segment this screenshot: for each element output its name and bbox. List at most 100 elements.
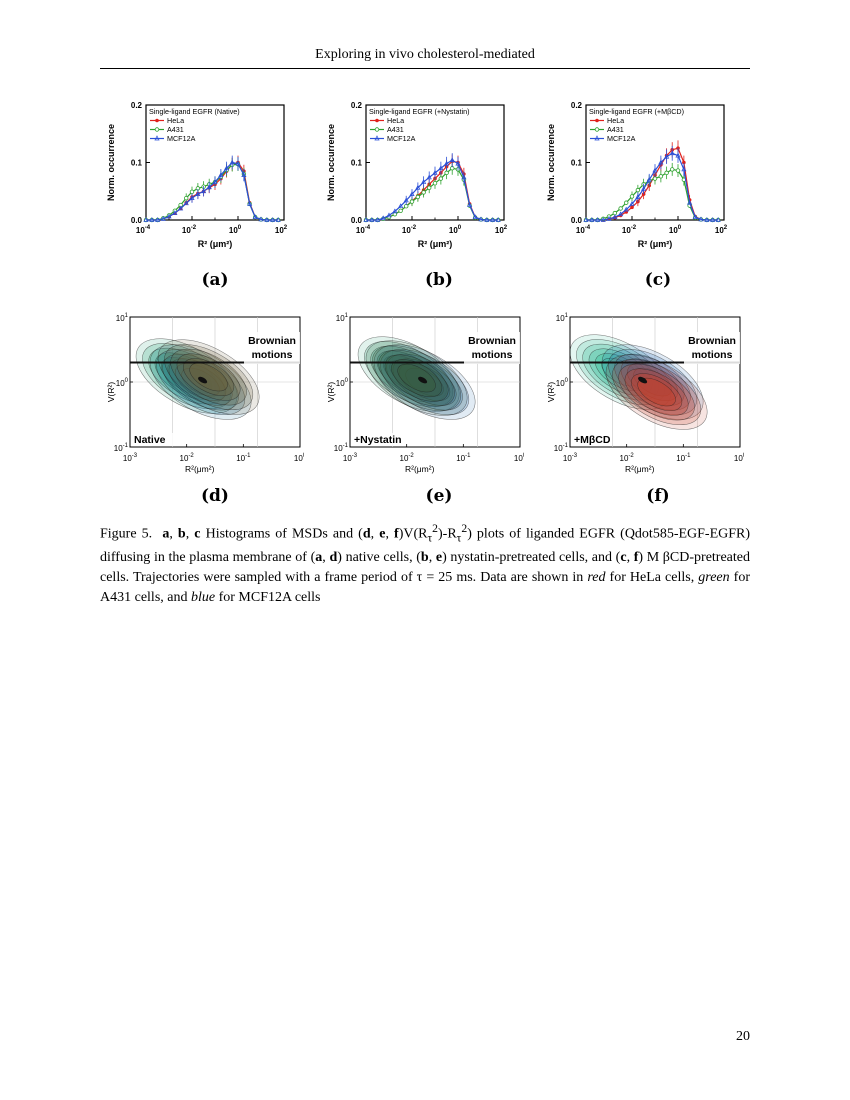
caption-text-2: )V(R <box>398 526 428 542</box>
data-point-mcf12a <box>490 217 496 222</box>
y-tick-label: 10-1 <box>334 443 349 453</box>
caption-green: green <box>698 570 730 586</box>
density-contour <box>157 339 260 415</box>
x-tick-label: 10-1 <box>236 453 251 463</box>
density-contour <box>365 340 468 416</box>
data-point-mcf12a <box>189 195 195 201</box>
y-tick-label: 0.0 <box>351 216 363 225</box>
y-tick-label: 100 <box>336 378 349 388</box>
data-point-mcf12a <box>241 172 247 178</box>
data-point-mcf12a <box>635 194 641 199</box>
x-tick-label: 10-2 <box>402 225 417 235</box>
caption-bold-d2: d <box>329 550 338 566</box>
density-contour <box>397 363 436 393</box>
data-point-mcf12a <box>392 208 398 214</box>
x-tick-label: 100 <box>669 225 682 235</box>
caption-bold-e2: e <box>435 550 443 566</box>
caption-bold-e: e <box>379 526 386 542</box>
data-point-mcf12a <box>704 217 710 222</box>
data-point-mcf12a <box>449 157 455 163</box>
data-point-mcf12a <box>589 217 595 222</box>
header-rule <box>100 68 750 69</box>
caption-text-7: for HeLa cells, <box>605 570 699 586</box>
data-point-mcf12a <box>715 217 721 222</box>
x-axis-label: R² (μm²) <box>198 239 233 249</box>
brownian-label-bg <box>244 332 300 364</box>
legend-marker <box>375 118 379 123</box>
caption-blue: blue <box>190 590 216 606</box>
x-axis-label: R²(μm²) <box>625 464 655 474</box>
x-tick-label: 10-2 <box>182 225 197 235</box>
caption-bold-b: b <box>177 526 186 542</box>
data-point-mcf12a <box>363 217 369 222</box>
legend-marker <box>155 118 159 123</box>
y-axis-label: V(R²) <box>546 382 556 402</box>
condition-label-bg <box>131 433 176 446</box>
x-tick-label: 10-2 <box>400 453 415 463</box>
data-point-mcf12a <box>403 197 409 203</box>
data-point-mcf12a <box>455 160 461 166</box>
caption-bold-a: a <box>162 526 170 542</box>
data-point-mcf12a <box>484 217 490 222</box>
data-point-mcf12a <box>275 217 281 222</box>
histogram-panel-b: 0.0 0.1 0.2 10-4 10-2 100 102 Norm. occurrence R… <box>326 101 508 249</box>
legend-label: MCF12A <box>387 134 416 143</box>
data-point-mcf12a <box>143 217 149 222</box>
data-point-mcf12a <box>375 217 381 222</box>
data-point-mcf12a <box>415 184 421 190</box>
x-tick-label: 10-4 <box>136 225 151 235</box>
y-axis-label: V(R²) <box>106 382 116 402</box>
data-point-mcf12a <box>421 179 427 184</box>
data-point-mcf12a <box>380 215 386 221</box>
legend-label: A431 <box>167 125 184 134</box>
data-point-mcf12a <box>172 210 178 215</box>
data-point-mcf12a <box>195 191 201 196</box>
data-point-mcf12a <box>623 206 629 212</box>
y-axis-label: Norm. occurrence <box>326 124 336 201</box>
running-header: Exploring in vivo cholesterol-mediated <box>315 47 535 62</box>
data-point-mcf12a <box>258 216 264 222</box>
density-contour <box>389 359 428 389</box>
x-tick-label: 10-3 <box>563 453 578 463</box>
y-tick-label: 100 <box>556 378 569 388</box>
data-point-a431 <box>438 176 444 181</box>
data-point-a431 <box>184 195 189 201</box>
caption-prefix: Figure 5. <box>100 526 153 542</box>
y-tick-label: 10-1 <box>554 443 569 453</box>
brownian-label-bg <box>684 332 740 364</box>
plot-frame <box>145 104 285 221</box>
legend-marker <box>374 127 380 132</box>
data-point-mcf12a <box>618 211 624 217</box>
data-point-mcf12a <box>426 174 432 180</box>
legend-label: A431 <box>607 125 624 134</box>
y-tick-label: 101 <box>336 313 349 323</box>
data-point-mcf12a <box>641 186 647 191</box>
legend-title: Single-ligand EGFR (+Nystatin) <box>369 107 469 116</box>
data-point-a431 <box>635 187 641 193</box>
data-point-mcf12a <box>472 214 478 219</box>
panel-label-f: (f) <box>646 486 670 506</box>
data-point-mcf12a <box>160 215 166 221</box>
data-point-a431 <box>664 170 669 176</box>
density-contour <box>588 348 653 396</box>
x-tick-label: 102 <box>275 225 288 235</box>
data-point-hela <box>682 160 686 165</box>
data-point-mcf12a <box>692 214 698 219</box>
caption-bold-f: f <box>394 526 399 542</box>
legend-label: HeLa <box>387 116 404 125</box>
data-point-a431 <box>658 174 664 179</box>
panel-label-e: (e) <box>425 486 453 506</box>
density-contour <box>570 334 672 410</box>
caption-text-6: ) M βCD-pretreated cells. Trajectories w… <box>100 550 751 586</box>
data-point-mcf12a <box>166 213 172 219</box>
data-point-mcf12a <box>409 191 415 196</box>
data-point-mcf12a <box>467 202 473 207</box>
data-point-a431 <box>392 212 398 217</box>
density-peak <box>638 376 648 384</box>
panel-label-a: (a) <box>201 270 229 290</box>
plot-frame <box>365 104 505 221</box>
data-point-a431 <box>670 167 675 172</box>
density-contour <box>605 354 708 430</box>
caption-bold-c2: c <box>620 550 627 566</box>
